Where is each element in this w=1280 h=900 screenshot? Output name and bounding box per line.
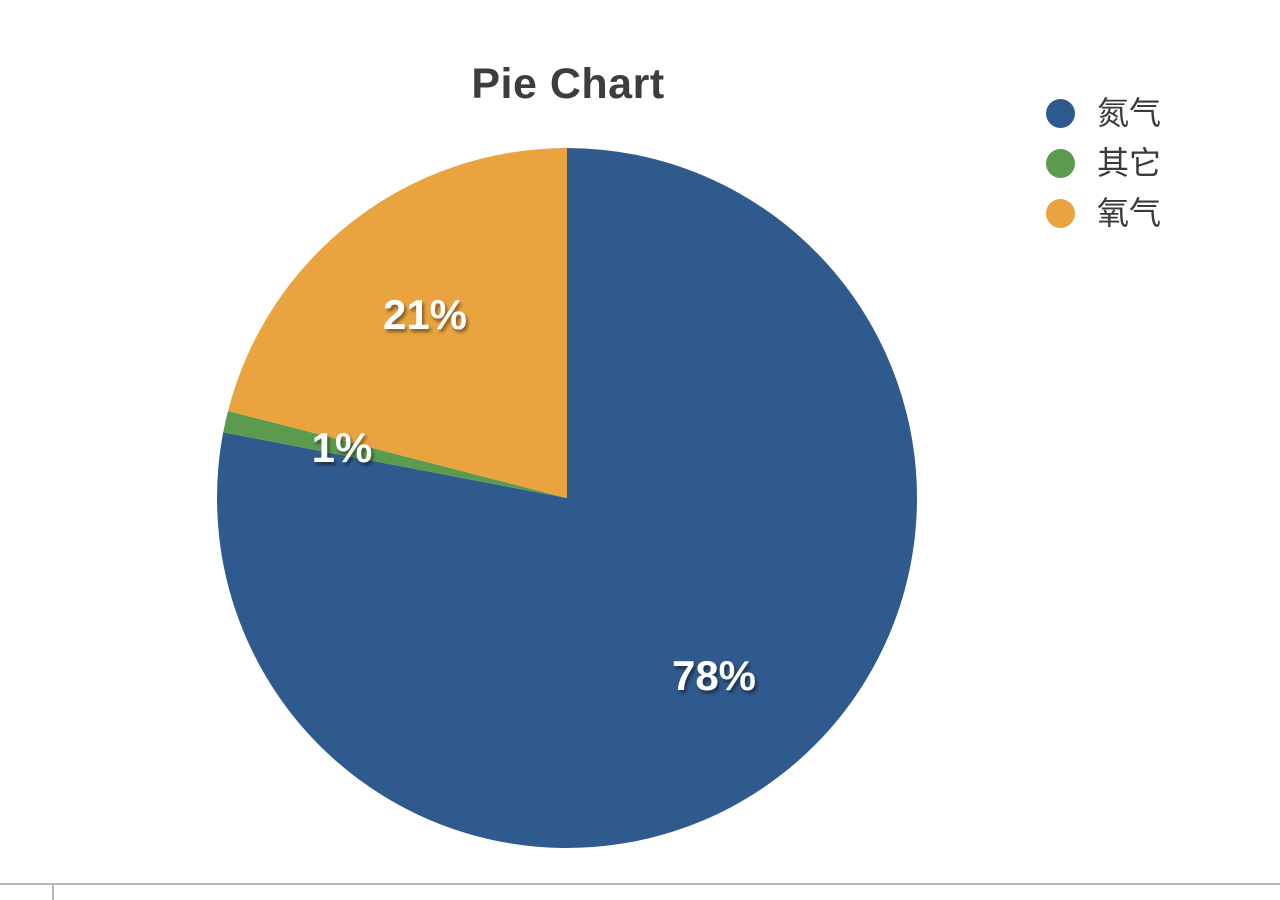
legend-marker-nitrogen-icon bbox=[1046, 98, 1075, 128]
legend-marker-other-icon bbox=[1046, 148, 1075, 178]
legend-label-oxygen: 氧气 bbox=[1097, 195, 1162, 231]
chart-legend: 氮气 其它 氧气 bbox=[1046, 97, 1161, 229]
pie-slice-oxygen[interactable] bbox=[228, 148, 567, 498]
legend-item-oxygen[interactable]: 氧气 bbox=[1046, 197, 1161, 229]
legend-item-nitrogen[interactable]: 氮气 bbox=[1046, 97, 1161, 129]
legend-label-other: 其它 bbox=[1097, 145, 1162, 181]
next-chart-axis-line bbox=[0, 883, 1280, 885]
legend-label-nitrogen: 氮气 bbox=[1097, 95, 1162, 131]
pie-slice-other[interactable] bbox=[223, 411, 567, 498]
legend-item-other[interactable]: 其它 bbox=[1046, 147, 1161, 179]
next-chart-axis-tick bbox=[52, 883, 54, 900]
chart-title: Pie Chart bbox=[471, 60, 665, 108]
pie-slice-nitrogen[interactable] bbox=[216, 148, 917, 848]
legend-marker-oxygen-icon bbox=[1046, 198, 1075, 228]
